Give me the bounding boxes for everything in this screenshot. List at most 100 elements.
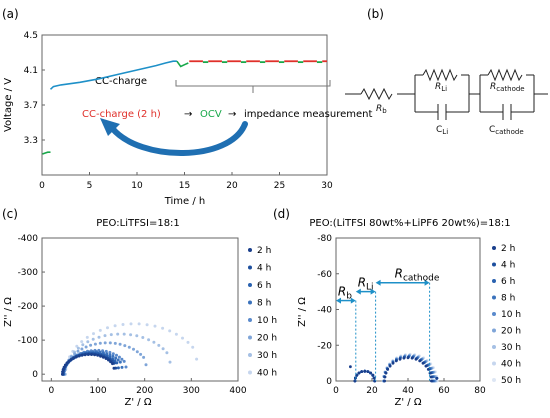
c-point	[121, 323, 125, 326]
c-point	[111, 352, 115, 356]
c-point	[191, 345, 195, 349]
c-legend-marker	[248, 248, 252, 252]
c-point	[76, 349, 80, 353]
d-xtick-label: 0	[333, 386, 339, 396]
c-point	[122, 359, 126, 363]
d-point	[383, 375, 387, 379]
c-legend-label: 10 h	[257, 316, 277, 326]
d-legend-label: 10 h	[501, 310, 521, 320]
d-marker-rb-head-left	[336, 297, 341, 304]
a-ytick-label: 4.5	[24, 31, 38, 41]
c-point	[109, 360, 113, 364]
d-point	[430, 379, 433, 383]
c-xtick-label: 400	[229, 386, 246, 396]
d-point	[424, 364, 428, 368]
c-point	[98, 341, 102, 345]
panel-d-legend: 2 h 4 h 6 h 8 h 10 h 20 h 30 h 40 h 50 h	[492, 244, 521, 386]
cycle-arrow-head	[100, 118, 120, 136]
d-point	[372, 376, 376, 380]
panel-d-label: (d)	[273, 207, 290, 221]
c-point	[72, 356, 76, 360]
d-xtick-label: 60	[438, 386, 450, 396]
c-point	[103, 334, 107, 338]
a-ytick-label: 4.1	[24, 66, 38, 76]
a-ytick-label: 3.3	[24, 136, 38, 146]
c-point	[113, 359, 117, 363]
seq-arrow-1: →	[184, 109, 192, 120]
c-point	[117, 355, 121, 359]
c-point	[118, 342, 122, 346]
d-point	[394, 359, 398, 363]
c-xtick-label: 300	[183, 386, 200, 396]
c-legend-marker	[248, 265, 252, 270]
d-xtick-label: 40	[402, 386, 414, 396]
d-marker-rli-head-left	[355, 288, 361, 295]
d-point	[426, 368, 430, 371]
c-point	[96, 353, 100, 357]
d-xtick-label: 80	[474, 386, 486, 396]
c-legend-label: 2 h	[257, 246, 271, 256]
a-xtick-label: 25	[274, 181, 285, 191]
c-point	[104, 349, 108, 353]
c-point	[108, 350, 112, 354]
c-legend-label: 30 h	[257, 351, 277, 361]
c-point	[141, 336, 145, 339]
c-point	[105, 352, 109, 356]
d-marker-rli-label: RLi	[358, 276, 374, 293]
seq-measure-label: impedance measurement	[244, 109, 373, 120]
c-point	[67, 359, 71, 363]
resistor-rcathode	[487, 68, 523, 82]
panel-a-chart: Time / h Voltage / V CC-charge CC-charge…	[3, 31, 373, 207]
d-ytick-label: -60	[317, 270, 332, 280]
d-marker-rli-head-right	[370, 288, 376, 295]
c-point	[65, 361, 69, 365]
panel-c-legend: 2 h 4 h 6 h 8 h 10 h 20 h 30 h 40 h	[248, 246, 277, 379]
capacitor-ccathode	[499, 104, 515, 120]
equivalent-circuit	[345, 68, 548, 120]
c-point	[152, 340, 156, 344]
d-legend-label: 30 h	[501, 343, 521, 353]
d-legend-label: 50 h	[501, 376, 521, 386]
d-marker-rb-head-right	[350, 297, 356, 304]
cycle-arrow	[109, 121, 248, 156]
d-legend-marker	[492, 246, 496, 250]
c-point	[80, 340, 84, 344]
panel-d-title: PEO:(LiTFSI 80wt%+LiPF6 20wt%)=18:1	[309, 218, 510, 229]
d-outlier-point	[349, 365, 352, 369]
label-rli: RLi	[435, 82, 447, 93]
resistor-rli	[422, 68, 458, 82]
c-point	[101, 355, 105, 359]
c-point	[116, 332, 120, 336]
d-point	[435, 376, 439, 380]
c-point	[109, 333, 113, 337]
c-legend-label: 6 h	[257, 281, 271, 291]
c-point	[86, 353, 90, 356]
d-marker-rcat-label: Rcathode	[395, 267, 440, 284]
d-legend-marker	[492, 345, 496, 349]
panel-c-frame	[41, 237, 239, 382]
c-point	[168, 360, 172, 364]
d-ytick-label: -20	[317, 341, 332, 351]
d-point	[366, 370, 370, 373]
c-point	[114, 356, 118, 360]
panel-d-frame	[335, 237, 481, 382]
a-series-cc_charge	[49, 60, 177, 90]
c-legend-label: 4 h	[257, 264, 271, 274]
label-rcathode: Rcathode	[490, 82, 525, 93]
c-point	[123, 344, 127, 348]
d-marker-rcat-head-left	[375, 279, 381, 286]
c-point	[132, 347, 135, 351]
c-ytick-label: -100	[18, 336, 39, 346]
panel-d-xlabel: Z' / Ω	[395, 397, 422, 408]
c-point	[181, 336, 184, 340]
d-ytick-label: -80	[317, 234, 332, 244]
panel-c-title: PEO:LiTFSI=18:1	[96, 218, 180, 229]
d-ytick-label: -40	[317, 306, 332, 316]
d-legend-label: 2 h	[501, 244, 515, 254]
d-legend-label: 8 h	[501, 294, 515, 304]
c-legend-marker	[248, 335, 252, 340]
d-legend-marker	[492, 361, 496, 366]
c-point	[113, 341, 117, 345]
c-point	[115, 361, 119, 365]
